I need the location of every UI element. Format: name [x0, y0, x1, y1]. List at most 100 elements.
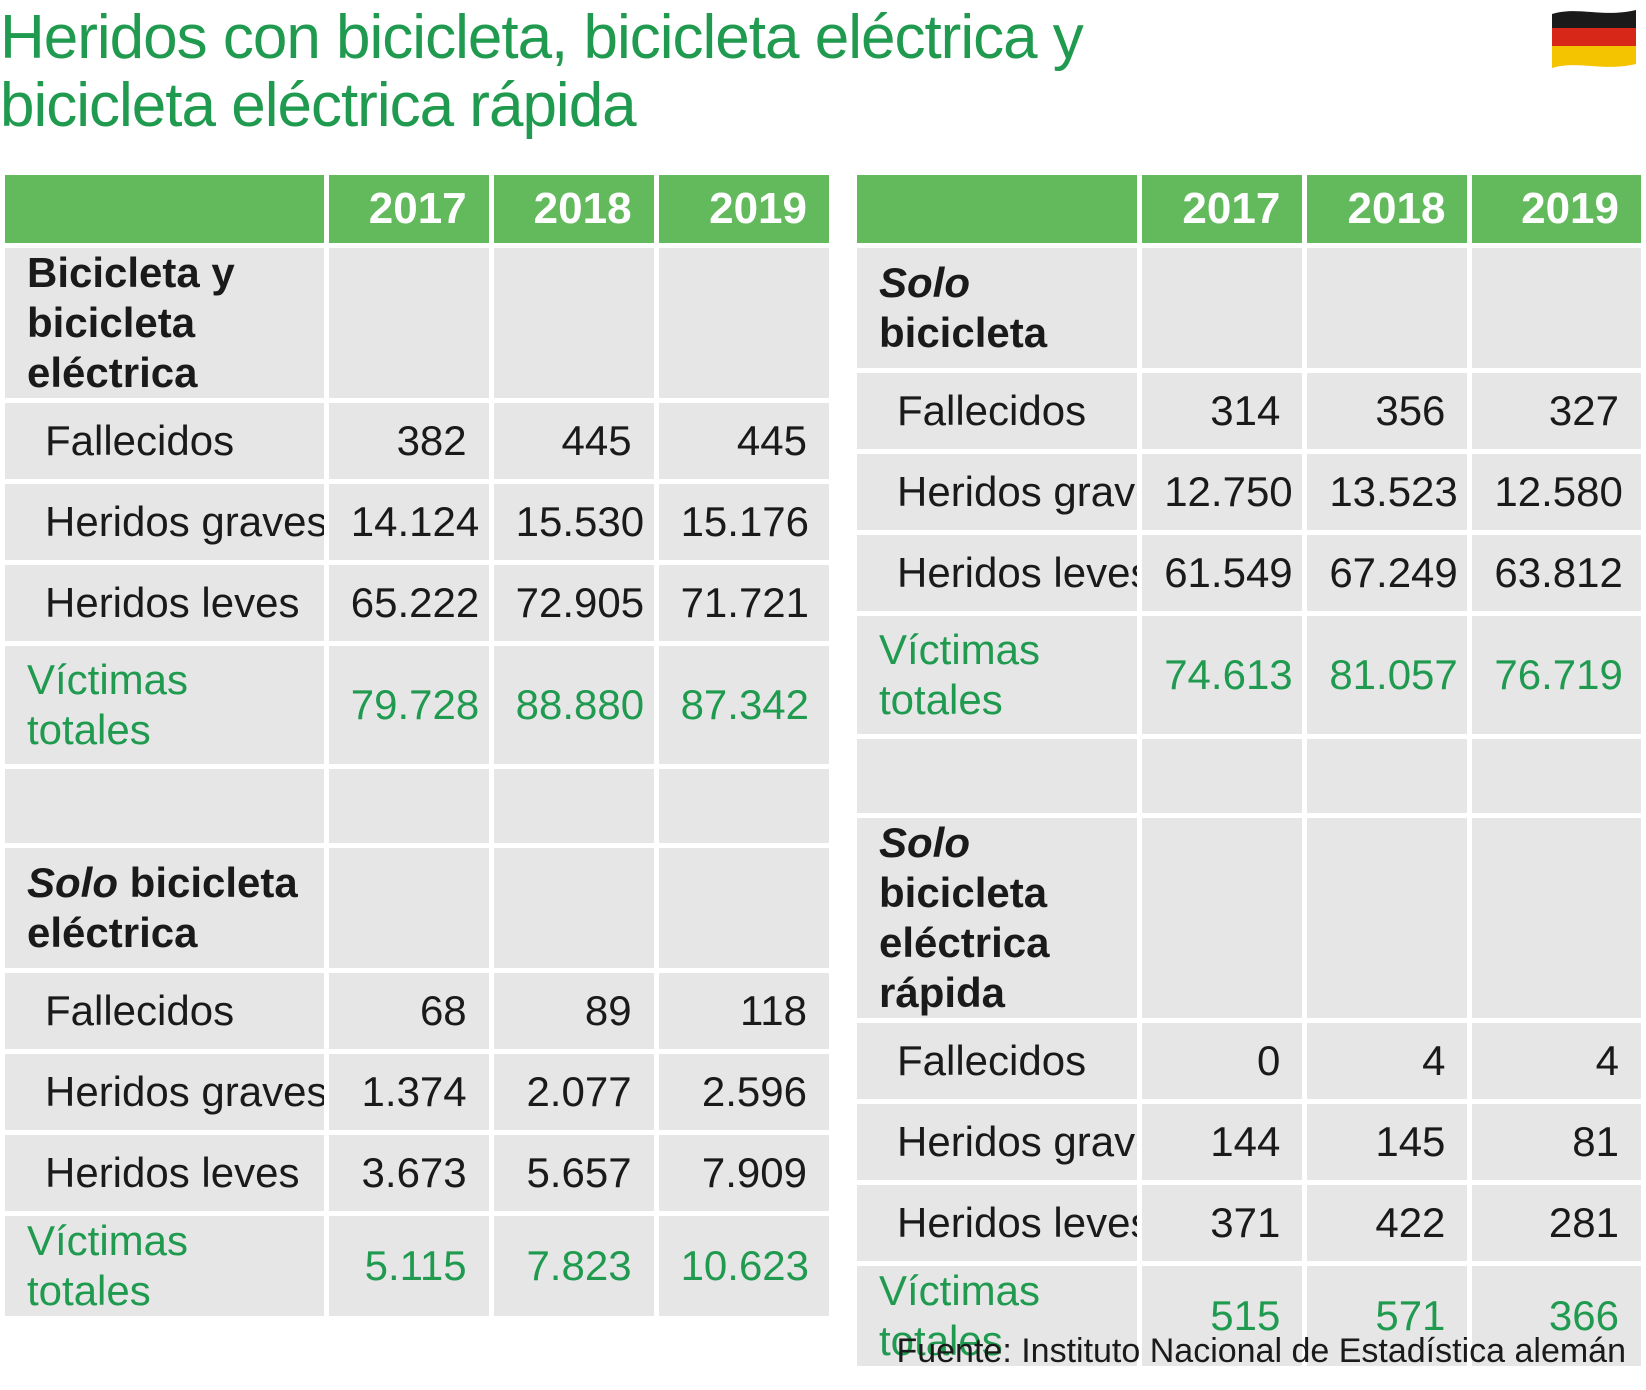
section-title-rest: bicicleta eléctrica rápida [879, 869, 1050, 1016]
section-header-row: Solo bicicleta eléctrica [5, 848, 829, 968]
cell-value: 422 [1307, 1185, 1468, 1261]
section-title-rest: bicicleta eléctrica [27, 859, 298, 956]
table-row: Heridos leves 371 422 281 [857, 1185, 1641, 1261]
table-row: Heridos graves 14.124 15.530 15.176 [5, 484, 829, 560]
row-label: Fallecidos [5, 403, 324, 479]
cell-value: 281 [1472, 1185, 1641, 1261]
total-value: 87.342 [658, 646, 829, 764]
cell-value: 61.549 [1142, 535, 1303, 611]
section-header-row: Bicicleta y bicicleta eléctrica [5, 248, 829, 398]
total-value: 81.057 [1307, 616, 1468, 734]
empty-cell [1472, 818, 1641, 1018]
empty-cell [328, 248, 489, 398]
cell-value: 4 [1472, 1023, 1641, 1099]
cell-value: 445 [493, 403, 654, 479]
table-row: Fallecidos 68 89 118 [5, 973, 829, 1049]
table-row: Fallecidos 0 4 4 [857, 1023, 1641, 1099]
row-label: Fallecidos [5, 973, 324, 1049]
empty-cell [1142, 739, 1303, 813]
empty-cell [1472, 248, 1641, 368]
table-row: Heridos leves 65.222 72.905 71.721 [5, 565, 829, 641]
cell-value: 13.523 [1307, 454, 1468, 530]
cell-value: 371 [1142, 1185, 1303, 1261]
page-title: Heridos con bicicleta, bicicleta eléctri… [0, 4, 1480, 140]
section-title: Solo bicicleta eléctrica rápida [857, 818, 1138, 1018]
row-label: Heridos leves [857, 535, 1138, 611]
row-label: Heridos leves [5, 1135, 324, 1211]
row-label: Heridos graves [857, 1104, 1138, 1180]
cell-value: 0 [1142, 1023, 1303, 1099]
header-corner [5, 175, 324, 243]
empty-cell [1307, 248, 1468, 368]
table-row: Fallecidos 382 445 445 [5, 403, 829, 479]
cell-value: 15.530 [493, 484, 654, 560]
empty-cell [658, 248, 829, 398]
cell-value: 15.176 [658, 484, 829, 560]
table-row: Fallecidos 314 356 327 [857, 373, 1641, 449]
cell-value: 7.909 [658, 1135, 829, 1211]
section-title-rest: bicicleta [879, 309, 1048, 356]
row-label: Heridos graves [5, 484, 324, 560]
empty-cell [1307, 739, 1468, 813]
cell-value: 327 [1472, 373, 1641, 449]
empty-cell [328, 769, 489, 843]
source-note: Fuente: Instituto Nacional de Estadístic… [896, 1332, 1626, 1370]
total-label: Víctimas totales [857, 1266, 1138, 1366]
cell-value: 118 [658, 973, 829, 1049]
total-value: 88.880 [493, 646, 654, 764]
right-table: 2017 2018 2019 Solo bicicleta Fallecidos… [852, 170, 1646, 1371]
title-line-1: Heridos con bicicleta, bicicleta eléctri… [0, 3, 1084, 72]
left-table: 2017 2018 2019 Bicicleta y bicicleta elé… [0, 170, 834, 1321]
spacer-row [5, 769, 829, 843]
year-header: 2018 [493, 175, 654, 243]
total-label: Víctimas totales [5, 646, 324, 764]
cell-value: 2.596 [658, 1054, 829, 1130]
empty-cell [493, 248, 654, 398]
section-title-italic: Solo [879, 259, 970, 306]
cell-value: 14.124 [328, 484, 489, 560]
total-value: 571 [1307, 1266, 1468, 1366]
total-value: 76.719 [1472, 616, 1641, 734]
empty-cell [493, 848, 654, 968]
cell-value: 68 [328, 973, 489, 1049]
section-title: Solo bicicleta eléctrica [5, 848, 324, 968]
cell-value: 314 [1142, 373, 1303, 449]
row-label: Heridos graves [857, 454, 1138, 530]
cell-value: 382 [328, 403, 489, 479]
row-label: Heridos leves [857, 1185, 1138, 1261]
cell-value: 356 [1307, 373, 1468, 449]
row-label: Heridos graves [5, 1054, 324, 1130]
total-value: 5.115 [328, 1216, 489, 1316]
empty-cell [328, 848, 489, 968]
total-value: 74.613 [1142, 616, 1303, 734]
germany-flag-icon [1552, 10, 1636, 68]
section-title: Solo bicicleta [857, 248, 1138, 368]
empty-cell [658, 769, 829, 843]
section-title-italic: Solo [27, 859, 118, 906]
row-label: Fallecidos [857, 1023, 1138, 1099]
cell-value: 5.657 [493, 1135, 654, 1211]
cell-value: 144 [1142, 1104, 1303, 1180]
header-corner [857, 175, 1138, 243]
section-header-row: Solo bicicleta eléctrica rápida [857, 818, 1641, 1018]
empty-cell [5, 769, 324, 843]
total-row: Víctimas totales 74.613 81.057 76.719 [857, 616, 1641, 734]
empty-cell [857, 739, 1138, 813]
year-header: 2017 [328, 175, 489, 243]
cell-value: 12.580 [1472, 454, 1641, 530]
total-row: Víctimas totales 515 571 366 [857, 1266, 1641, 1366]
total-value: 366 [1472, 1266, 1641, 1366]
row-label: Fallecidos [857, 373, 1138, 449]
year-header: 2017 [1142, 175, 1303, 243]
title-line-2: bicicleta eléctrica rápida [0, 71, 637, 140]
cell-value: 89 [493, 973, 654, 1049]
total-value: 7.823 [493, 1216, 654, 1316]
cell-value: 1.374 [328, 1054, 489, 1130]
cell-value: 71.721 [658, 565, 829, 641]
header-row: 2017 2018 2019 [5, 175, 829, 243]
empty-cell [658, 848, 829, 968]
empty-cell [493, 769, 654, 843]
year-header: 2019 [1472, 175, 1641, 243]
year-header: 2018 [1307, 175, 1468, 243]
total-value: 515 [1142, 1266, 1303, 1366]
